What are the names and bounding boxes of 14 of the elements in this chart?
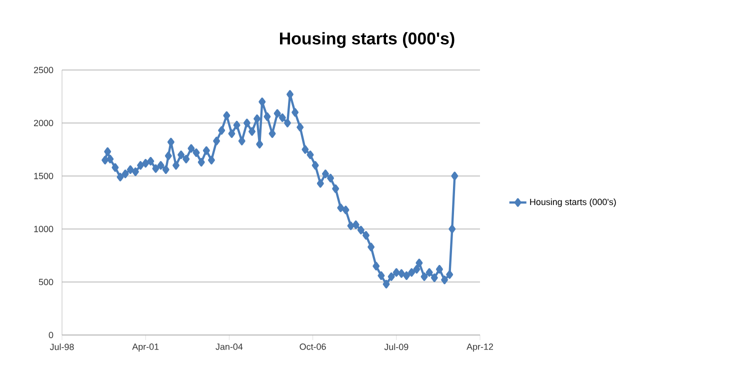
x-tick-label: Jul-98 [50, 344, 74, 350]
y-tick-label: 1000 [34, 226, 54, 232]
y-tick-label: 2000 [34, 120, 54, 126]
x-tick-label: Apr-12 [466, 344, 494, 352]
chart-title: Housing starts (000's) [280, 32, 454, 48]
x-tick-label: Jan-04 [216, 344, 243, 350]
y-tick-label: 0 [48, 332, 54, 338]
y-tick-label: 2500 [34, 66, 54, 74]
y-tick-label: 1500 [34, 172, 54, 180]
legend-label: Housing starts (000's) [530, 198, 616, 207]
x-tick-label: Oct-06 [300, 344, 326, 350]
x-tick-label: Jul-09 [384, 344, 408, 350]
x-tick-label: Apr-01 [132, 344, 159, 352]
y-tick-label: 500 [38, 278, 54, 286]
